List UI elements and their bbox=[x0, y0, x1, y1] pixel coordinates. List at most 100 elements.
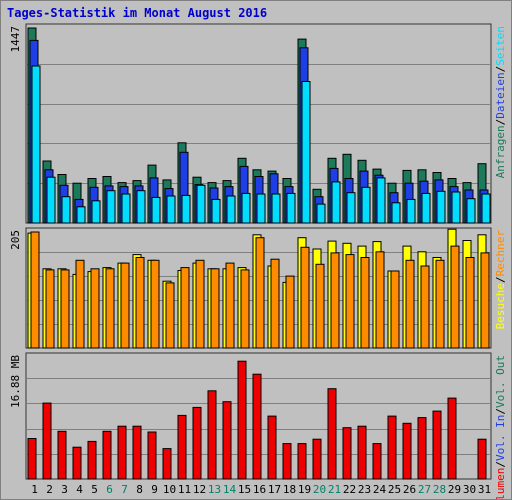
bar-seiten-day-22 bbox=[346, 192, 356, 224]
x-tick-label: 14 bbox=[223, 483, 237, 496]
bar-rechner-day-30 bbox=[465, 257, 475, 349]
x-tick-label: 5 bbox=[91, 483, 98, 496]
bar-volumen-day-13 bbox=[207, 390, 217, 480]
x-tick-label: 29 bbox=[448, 483, 461, 496]
bar-volumen-day-2 bbox=[42, 402, 52, 480]
bar-rechner-day-25 bbox=[390, 270, 400, 349]
bar-rechner-day-4 bbox=[75, 259, 85, 349]
bar-volumen-day-26 bbox=[402, 422, 412, 480]
legend-separator: / bbox=[494, 461, 507, 468]
x-tick-label: 27 bbox=[418, 483, 431, 496]
bar-rechner-day-8 bbox=[135, 257, 145, 349]
bar-volumen-day-1 bbox=[27, 438, 37, 480]
bar-rechner-day-27 bbox=[420, 265, 430, 349]
y-max-label: 16.88 MB bbox=[9, 355, 22, 408]
bar-rechner-day-15 bbox=[240, 269, 250, 349]
legend-separator: / bbox=[494, 408, 507, 415]
bar-volumen-day-24 bbox=[372, 443, 382, 480]
x-tick-label: 4 bbox=[76, 483, 83, 496]
bar-volumen-day-10 bbox=[162, 448, 172, 480]
bar-volumen-day-4 bbox=[72, 446, 82, 480]
bar-seiten-day-20 bbox=[316, 203, 326, 224]
legend: Besuche/Rechner bbox=[494, 230, 507, 330]
bar-rechner-day-18 bbox=[285, 275, 295, 349]
bar-seiten-day-4 bbox=[76, 206, 86, 224]
x-tick-label: 3 bbox=[61, 483, 68, 496]
x-tick-label: 31 bbox=[478, 483, 491, 496]
bar-volumen-day-25 bbox=[387, 415, 397, 480]
bar-volumen-day-16 bbox=[252, 373, 262, 480]
bar-volumen-day-17 bbox=[267, 415, 277, 480]
bar-rechner-day-22 bbox=[345, 254, 355, 349]
bar-rechner-day-12 bbox=[195, 259, 205, 349]
bar-seiten-day-15 bbox=[241, 192, 251, 224]
bar-volumen-day-28 bbox=[432, 410, 442, 480]
bar-seiten-day-11 bbox=[181, 194, 191, 224]
x-tick-label: 30 bbox=[463, 483, 476, 496]
chart-panel-2: 205 Besuche/Rechner bbox=[9, 227, 507, 349]
bar-rechner-day-29 bbox=[450, 245, 460, 349]
x-tick-label: 19 bbox=[298, 483, 311, 496]
x-tick-label: 21 bbox=[328, 483, 341, 496]
bar-seiten-day-7 bbox=[121, 193, 131, 224]
x-tick-label: 16 bbox=[253, 483, 266, 496]
bar-seiten-day-8 bbox=[136, 190, 146, 224]
x-tick-label: 22 bbox=[343, 483, 356, 496]
bar-volumen-day-18 bbox=[282, 443, 292, 480]
x-tick-label: 2 bbox=[46, 483, 53, 496]
bar-volumen-day-19 bbox=[297, 443, 307, 480]
x-tick-label: 7 bbox=[121, 483, 128, 496]
bar-volumen-day-27 bbox=[417, 417, 427, 480]
bar-seiten-day-21 bbox=[331, 181, 341, 224]
bar-seiten-day-27 bbox=[421, 192, 431, 224]
bar-seiten-day-2 bbox=[46, 176, 56, 224]
bar-volumen-day-6 bbox=[102, 430, 112, 480]
bar-rechner-day-9 bbox=[150, 259, 160, 349]
bar-rechner-day-10 bbox=[165, 282, 175, 349]
bar-rechner-day-14 bbox=[225, 262, 235, 349]
bar-rechner-day-5 bbox=[90, 268, 100, 349]
bar-volumen-day-23 bbox=[357, 425, 367, 480]
bar-volumen-day-8 bbox=[132, 425, 142, 480]
y-max-label: 1447 bbox=[9, 26, 22, 53]
x-tick-label: 1 bbox=[31, 483, 38, 496]
bar-seiten-day-26 bbox=[406, 198, 416, 224]
x-tick-label: 26 bbox=[403, 483, 416, 496]
bar-volumen-day-20 bbox=[312, 438, 322, 480]
page-title: Tages-Statistik im Monat August 2016 bbox=[7, 6, 268, 20]
bar-rechner-day-26 bbox=[405, 259, 415, 349]
bar-seiten-day-12 bbox=[196, 184, 206, 224]
bar-seiten-day-9 bbox=[151, 196, 161, 224]
bar-seiten-day-1 bbox=[31, 65, 41, 224]
bar-volumen-day-29 bbox=[447, 397, 457, 480]
x-tick-label: 28 bbox=[433, 483, 446, 496]
legend-entry: Dateien bbox=[494, 72, 507, 118]
x-axis-labels: 1 2 3 4 5 6 7 8 9 10 11 12 13 14 15 16 17 18 19 20 21 22 23 24 2… bbox=[31, 483, 491, 496]
bar-volumen-day-7 bbox=[117, 425, 127, 480]
bar-seiten-day-5 bbox=[91, 200, 101, 224]
legend: Anfragen/Dateien/Seiten bbox=[494, 26, 507, 178]
bar-seiten-day-23 bbox=[361, 186, 371, 224]
bar-rechner-day-6 bbox=[105, 268, 115, 349]
legend-entry: Anfragen bbox=[494, 125, 507, 178]
bar-seiten-day-16 bbox=[256, 193, 266, 224]
bar-volumen-day-15 bbox=[237, 360, 247, 480]
legend-separator: / bbox=[494, 119, 507, 126]
legend-entry: Rechner bbox=[494, 230, 507, 277]
bar-seiten-day-13 bbox=[211, 198, 221, 224]
x-tick-label: 24 bbox=[373, 483, 387, 496]
x-tick-label: 23 bbox=[358, 483, 371, 496]
bar-volumen-day-31 bbox=[477, 438, 487, 480]
bar-rechner-day-11 bbox=[180, 267, 190, 349]
bar-rechner-day-16 bbox=[255, 237, 265, 349]
legend-separator: / bbox=[494, 66, 507, 73]
bar-seiten-day-3 bbox=[61, 196, 71, 224]
bar-seiten-day-14 bbox=[226, 195, 236, 224]
x-tick-label: 12 bbox=[193, 483, 206, 496]
x-tick-label: 13 bbox=[208, 483, 221, 496]
bar-seiten-day-10 bbox=[166, 195, 176, 224]
legend: Volumen/Vol. In/Vol. Out bbox=[494, 355, 507, 499]
bar-rechner-day-24 bbox=[375, 251, 385, 349]
